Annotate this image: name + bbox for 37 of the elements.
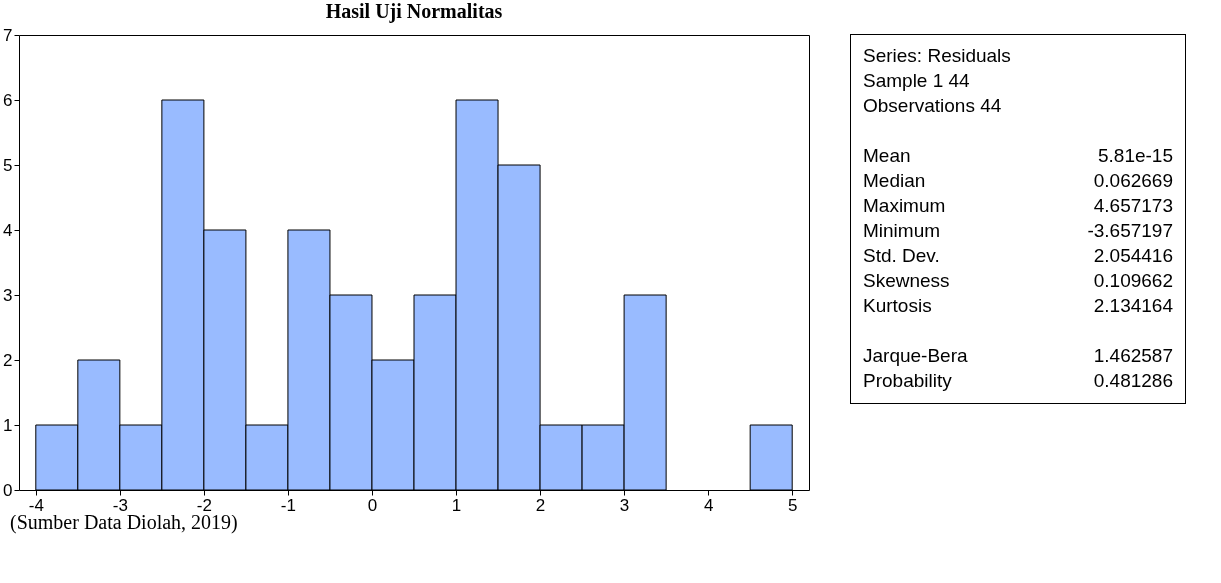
text: 5.81e-15: [1097, 144, 1173, 168]
text: Median: [863, 169, 926, 193]
text: Skewness: [863, 269, 950, 293]
text: 0.062669: [1093, 169, 1173, 193]
text: -3.657197: [1087, 219, 1173, 243]
text: Jarque-Bera: [863, 344, 968, 368]
x-tick-label: 5: [787, 495, 798, 515]
x-tick-label: 4: [703, 495, 714, 515]
y-tick-label: 3: [3, 285, 13, 305]
text: 1.462587: [1093, 344, 1173, 368]
y-tick-label: 6: [3, 90, 13, 110]
y-tick-label: 7: [3, 25, 13, 45]
text: 2.054416: [1093, 244, 1173, 268]
text: Mean: [863, 144, 911, 168]
x-tick-label: -1: [280, 495, 296, 515]
x-tick-label: 2: [535, 495, 546, 515]
y-tick-label: 5: [3, 155, 13, 175]
text: Maximum: [863, 194, 946, 218]
text: Std. Dev.: [863, 244, 940, 268]
text: 2.134164: [1093, 294, 1173, 318]
text: Minimum: [863, 219, 941, 243]
text: Series: Residuals: [863, 44, 1012, 68]
x-tick-label: 1: [451, 495, 462, 515]
y-tick-label: 4: [3, 220, 13, 240]
text: Kurtosis: [863, 294, 932, 318]
chart-title: Hasil Uji Normalitas: [325, 0, 503, 23]
text: 0.481286: [1093, 369, 1173, 393]
y-tick-label: 1: [3, 415, 13, 435]
x-tick-label: 3: [619, 495, 630, 515]
text: Observations 44: [863, 94, 1003, 118]
x-tick-label: 0: [367, 495, 378, 515]
text: 4.657173: [1093, 194, 1173, 218]
y-tick-label: 2: [3, 350, 13, 370]
text: Sample 1 44: [863, 69, 971, 93]
text: Probability: [863, 369, 952, 393]
text: 0.109662: [1093, 269, 1173, 293]
y-tick-label: 0: [3, 480, 13, 500]
